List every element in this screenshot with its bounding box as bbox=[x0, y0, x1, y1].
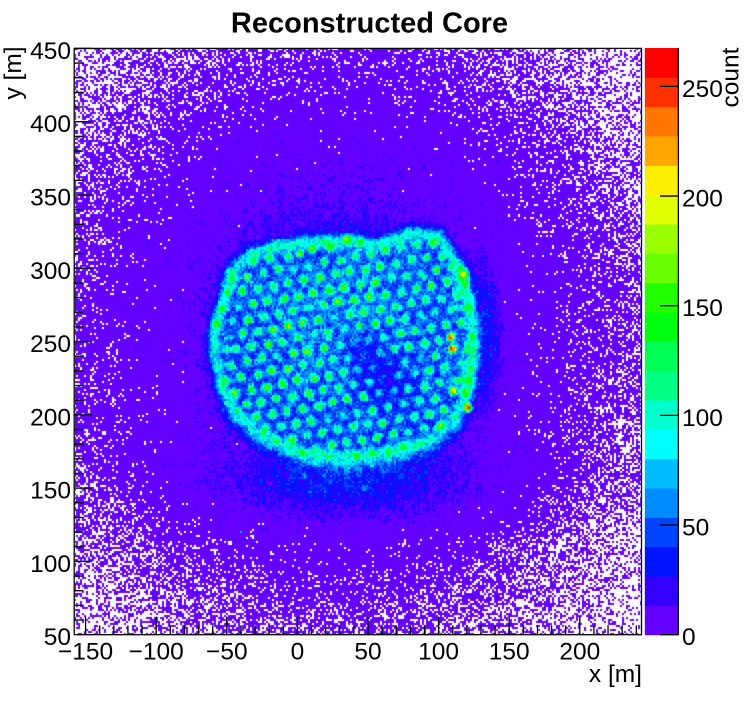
svg-text:−50: −50 bbox=[206, 639, 248, 666]
svg-text:50: 50 bbox=[44, 624, 71, 651]
svg-text:250: 250 bbox=[30, 331, 71, 358]
svg-text:Reconstructed Core: Reconstructed Core bbox=[231, 8, 508, 40]
svg-text:−150: −150 bbox=[58, 639, 113, 666]
svg-text:200: 200 bbox=[682, 186, 723, 213]
svg-text:450: 450 bbox=[30, 38, 71, 65]
svg-text:50: 50 bbox=[682, 515, 709, 542]
svg-text:100: 100 bbox=[682, 405, 723, 432]
svg-text:0: 0 bbox=[682, 624, 696, 651]
svg-text:300: 300 bbox=[30, 258, 71, 285]
svg-text:400: 400 bbox=[30, 111, 71, 138]
svg-text:0: 0 bbox=[291, 639, 305, 666]
svg-text:200: 200 bbox=[559, 639, 600, 666]
svg-text:−100: −100 bbox=[129, 639, 184, 666]
svg-text:350: 350 bbox=[30, 184, 71, 211]
svg-text:100: 100 bbox=[418, 639, 459, 666]
svg-text:150: 150 bbox=[30, 478, 71, 505]
svg-text:x [m]: x [m] bbox=[589, 661, 642, 688]
svg-text:150: 150 bbox=[682, 295, 723, 322]
svg-text:count: count bbox=[718, 47, 745, 107]
svg-text:50: 50 bbox=[354, 639, 381, 666]
svg-text:150: 150 bbox=[489, 639, 530, 666]
svg-text:250: 250 bbox=[682, 76, 723, 103]
svg-text:200: 200 bbox=[30, 404, 71, 431]
svg-text:100: 100 bbox=[30, 551, 71, 578]
svg-text:y [m]: y [m] bbox=[0, 46, 27, 99]
